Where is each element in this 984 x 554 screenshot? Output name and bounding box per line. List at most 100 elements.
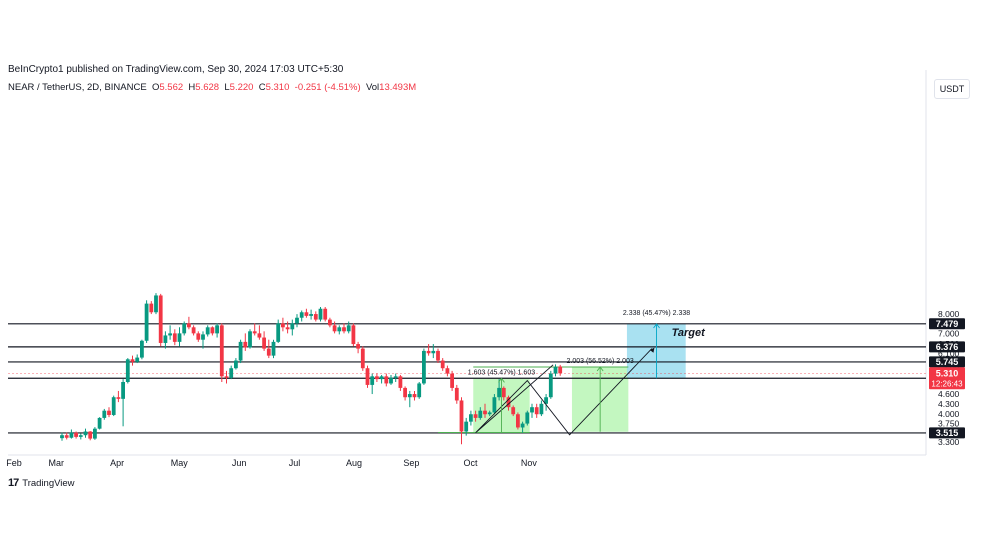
candle-body[interactable]	[172, 333, 177, 342]
candle-body[interactable]	[440, 360, 445, 369]
candle-body[interactable]	[492, 397, 497, 413]
candle-body[interactable]	[389, 377, 393, 384]
candle-body[interactable]	[78, 435, 83, 437]
candle-body[interactable]	[111, 397, 116, 415]
candle-body[interactable]	[436, 350, 440, 361]
candle-body[interactable]	[285, 327, 290, 330]
candle-body[interactable]	[473, 414, 478, 418]
candle-body[interactable]	[276, 323, 281, 342]
candle-body[interactable]	[365, 368, 370, 385]
candle-body[interactable]	[487, 412, 492, 415]
candle-body[interactable]	[328, 319, 332, 326]
candle-body[interactable]	[140, 340, 144, 358]
candle-body[interactable]	[295, 317, 299, 324]
candle-body[interactable]	[426, 350, 431, 354]
candle-body[interactable]	[497, 387, 501, 398]
candle-body[interactable]	[125, 359, 130, 382]
candle-body[interactable]	[69, 432, 74, 438]
candle-body[interactable]	[525, 412, 530, 424]
candle-body[interactable]	[539, 403, 544, 415]
candle-body[interactable]	[187, 323, 191, 328]
candle-body[interactable]	[351, 325, 356, 345]
candle-body[interactable]	[252, 331, 257, 334]
candle-body[interactable]	[501, 387, 506, 398]
candle-body[interactable]	[398, 376, 403, 388]
candle-body[interactable]	[412, 394, 417, 398]
candle-body[interactable]	[313, 314, 318, 320]
candle-body[interactable]	[219, 325, 224, 377]
candle-body[interactable]	[393, 376, 398, 378]
candle-body[interactable]	[262, 337, 266, 349]
candle-body[interactable]	[93, 428, 97, 439]
candle-body[interactable]	[384, 376, 389, 384]
candle-body[interactable]	[516, 414, 520, 428]
candle-body[interactable]	[346, 325, 351, 332]
candle-body[interactable]	[445, 368, 450, 374]
candle-body[interactable]	[323, 308, 328, 320]
candle-body[interactable]	[182, 323, 187, 334]
candle-body[interactable]	[548, 373, 553, 398]
candle-body[interactable]	[360, 348, 365, 369]
candle-body[interactable]	[97, 417, 102, 429]
candle-body[interactable]	[266, 348, 271, 356]
candle-body[interactable]	[144, 303, 149, 341]
candle-body[interactable]	[149, 303, 154, 313]
candle-body[interactable]	[248, 331, 252, 348]
candle-body[interactable]	[337, 327, 342, 332]
currency-unit-button[interactable]: USDT	[934, 79, 970, 99]
candle-body[interactable]	[177, 333, 182, 342]
candle-body[interactable]	[196, 333, 201, 340]
candle-body[interactable]	[238, 341, 243, 361]
candle-body[interactable]	[290, 323, 295, 330]
candle-body[interactable]	[281, 323, 285, 328]
candle-body[interactable]	[431, 350, 436, 354]
candle-body[interactable]	[83, 431, 88, 436]
candle-body[interactable]	[121, 381, 125, 399]
symbol-label[interactable]: NEAR / TetherUS, 2D, BINANCE	[8, 82, 147, 93]
candle-body[interactable]	[483, 410, 487, 415]
candle-body[interactable]	[403, 387, 407, 398]
candle-body[interactable]	[356, 344, 360, 349]
candle-body[interactable]	[60, 435, 64, 439]
candle-body[interactable]	[158, 295, 163, 343]
candle-body[interactable]	[511, 407, 516, 415]
candle-body[interactable]	[74, 432, 78, 437]
candle-body[interactable]	[304, 312, 309, 316]
candle-body[interactable]	[130, 359, 135, 362]
candle-body[interactable]	[116, 397, 121, 399]
candle-body[interactable]	[299, 312, 304, 318]
candle-body[interactable]	[459, 400, 464, 432]
candle-body[interactable]	[544, 397, 548, 404]
candle-body[interactable]	[506, 397, 511, 408]
candle-body[interactable]	[191, 327, 196, 334]
candle-body[interactable]	[135, 357, 140, 362]
candle-body[interactable]	[534, 407, 539, 415]
candle-body[interactable]	[342, 327, 346, 332]
candle-body[interactable]	[201, 334, 205, 340]
candle-body[interactable]	[478, 410, 483, 418]
candle-body[interactable]	[469, 414, 473, 422]
candle-body[interactable]	[558, 366, 563, 374]
candle-body[interactable]	[64, 435, 69, 438]
candle-body[interactable]	[454, 387, 459, 401]
candle-body[interactable]	[530, 407, 534, 413]
candle-body[interactable]	[234, 360, 238, 369]
candle-body[interactable]	[205, 327, 210, 335]
candle-body[interactable]	[379, 376, 384, 380]
candle-body[interactable]	[318, 308, 323, 320]
candle-body[interactable]	[309, 314, 313, 316]
candle-body[interactable]	[422, 350, 426, 384]
candle-body[interactable]	[224, 376, 229, 378]
candle-body[interactable]	[417, 383, 422, 398]
candle-body[interactable]	[243, 341, 248, 348]
candle-body[interactable]	[450, 373, 454, 388]
candle-body[interactable]	[88, 431, 93, 439]
tradingview-logo[interactable]: 17 TradingView	[8, 477, 75, 489]
candle-body[interactable]	[375, 376, 379, 380]
candle-body[interactable]	[464, 421, 469, 432]
candle-body[interactable]	[102, 410, 107, 418]
candle-body[interactable]	[168, 333, 172, 336]
candle-body[interactable]	[271, 341, 276, 356]
candle-body[interactable]	[332, 325, 337, 332]
